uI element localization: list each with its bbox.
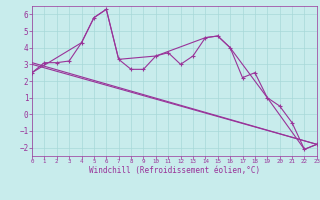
X-axis label: Windchill (Refroidissement éolien,°C): Windchill (Refroidissement éolien,°C): [89, 166, 260, 175]
